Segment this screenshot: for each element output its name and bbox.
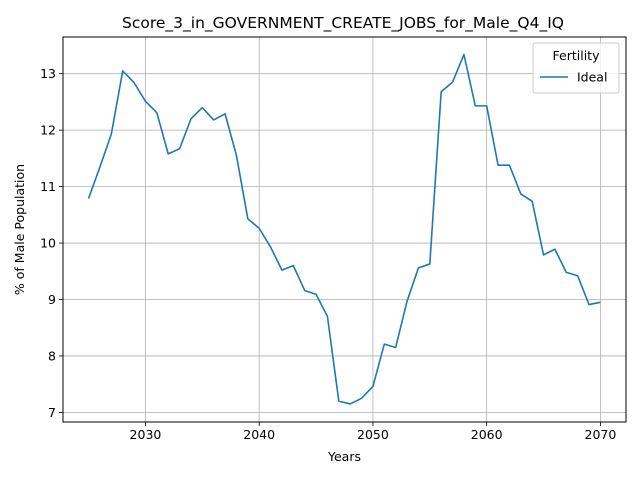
y-tick-label: 8 xyxy=(48,348,56,363)
chart-title: Score_3_in_GOVERNMENT_CREATE_JOBS_for_Ma… xyxy=(122,14,564,33)
series-layer xyxy=(87,53,601,405)
x-tick-label: 2030 xyxy=(130,427,162,442)
series-line-ideal xyxy=(87,53,601,405)
legend: Fertility Ideal xyxy=(532,42,620,94)
x-tick-label: 2070 xyxy=(585,427,617,442)
y-axis-label: % of Male Population xyxy=(12,164,27,295)
x-tick-label: 2040 xyxy=(243,427,275,442)
axis-ticks: 2030 2040 2050 2060 2070 7 8 9 10 11 12 13 xyxy=(40,66,616,442)
y-tick-label: 13 xyxy=(40,66,56,81)
legend-title: Fertility xyxy=(553,48,601,63)
y-tick-label: 11 xyxy=(40,179,56,194)
x-axis-label: Years xyxy=(327,449,361,464)
y-tick-label: 7 xyxy=(48,405,56,420)
x-tick-label: 2060 xyxy=(471,427,503,442)
legend-label: Ideal xyxy=(577,70,607,85)
y-tick-label: 12 xyxy=(40,123,56,138)
y-tick-label: 9 xyxy=(48,292,56,307)
legend-box xyxy=(532,42,620,94)
y-tick-label: 10 xyxy=(40,236,56,251)
legend-items: Ideal xyxy=(540,70,607,85)
plot-frame xyxy=(62,36,627,423)
x-tick-label: 2050 xyxy=(357,427,389,442)
